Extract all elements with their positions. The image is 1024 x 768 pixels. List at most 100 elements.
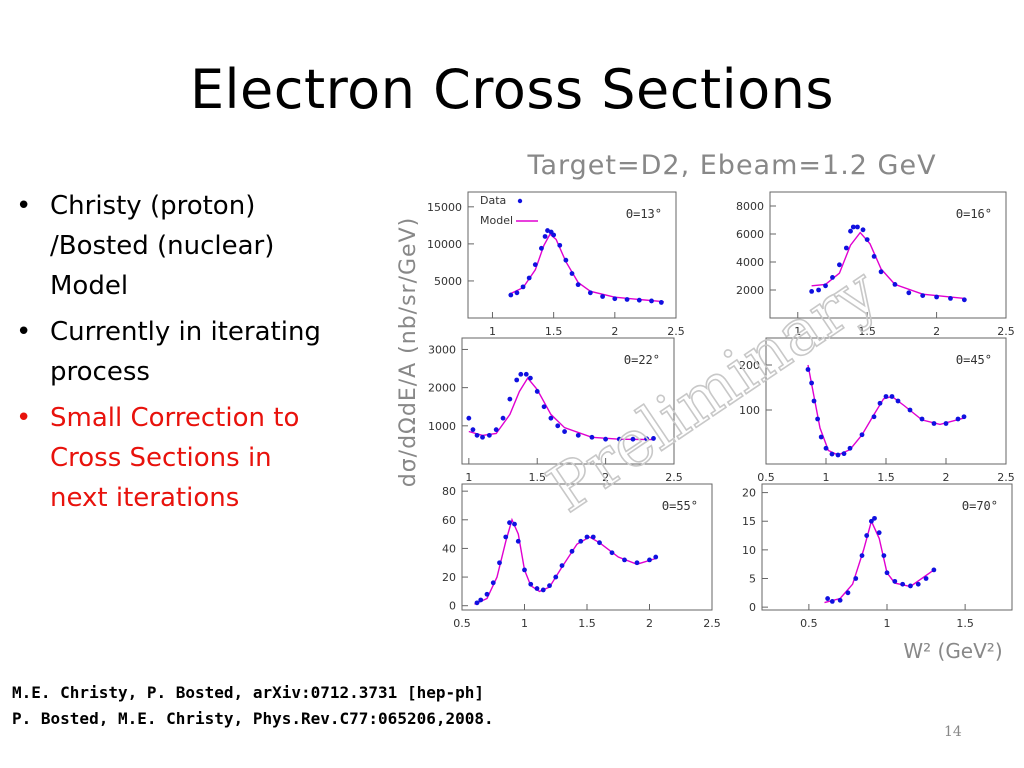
data-point bbox=[943, 421, 949, 426]
y-tick-label: 8000 bbox=[736, 200, 764, 213]
y-tick-label: 10000 bbox=[427, 238, 462, 251]
data-point bbox=[889, 394, 895, 399]
data-point bbox=[486, 432, 492, 438]
data-point bbox=[541, 404, 547, 410]
slide-title: Electron Cross Sections bbox=[189, 58, 835, 121]
data-point bbox=[555, 423, 561, 429]
data-point bbox=[906, 290, 912, 296]
chart-title: Target=D2, Ebeam=1.2 GeV bbox=[526, 150, 936, 181]
panel-angle-label: Θ=45° bbox=[956, 353, 992, 367]
data-point bbox=[859, 553, 865, 558]
data-point bbox=[587, 290, 593, 296]
preliminary-watermark: Preliminary bbox=[535, 254, 891, 528]
model-curve bbox=[468, 376, 654, 441]
x-tick-label: 2.5 bbox=[667, 325, 685, 338]
data-point bbox=[878, 269, 884, 275]
references: M.E. Christy, P. Bosted, arXiv:0712.3731… bbox=[12, 680, 494, 732]
data-point bbox=[545, 228, 550, 233]
data-point bbox=[600, 294, 605, 299]
y-tick-label: 15 bbox=[742, 515, 756, 528]
data-point bbox=[823, 445, 829, 451]
y-tick-label: 10 bbox=[742, 544, 756, 557]
x-tick-label: 0.5 bbox=[800, 617, 818, 630]
data-point bbox=[569, 271, 575, 276]
data-point bbox=[553, 574, 559, 580]
data-point bbox=[612, 296, 618, 302]
bullet-item: • Small Correction to Cross Sections in … bbox=[14, 398, 394, 518]
panel-angle-label: Θ=22° bbox=[624, 353, 660, 367]
legend-data-marker bbox=[517, 198, 523, 204]
data-point bbox=[892, 578, 898, 584]
y-tick-label: 2000 bbox=[736, 284, 764, 297]
data-point bbox=[474, 432, 480, 438]
data-point bbox=[823, 283, 828, 289]
data-point bbox=[805, 367, 811, 372]
data-point bbox=[636, 297, 642, 303]
data-point bbox=[527, 375, 533, 381]
data-point bbox=[830, 275, 835, 280]
data-point bbox=[811, 398, 817, 404]
x-tick-label: 2.5 bbox=[665, 471, 683, 484]
data-point bbox=[514, 290, 520, 296]
data-point bbox=[860, 227, 866, 233]
data-point bbox=[931, 421, 937, 426]
x-tick-label: 1.5 bbox=[545, 325, 563, 338]
data-point bbox=[868, 518, 874, 524]
x-tick-label: 1 bbox=[823, 471, 830, 484]
data-point bbox=[837, 597, 843, 603]
y-tick-label: 6000 bbox=[736, 228, 764, 241]
y-tick-label: 0 bbox=[749, 601, 756, 614]
data-point bbox=[503, 534, 509, 540]
data-point bbox=[589, 434, 595, 440]
bullet-line: Small Correction to bbox=[50, 403, 300, 433]
data-point bbox=[470, 427, 476, 433]
y-tick-label: 2000 bbox=[428, 382, 456, 395]
data-point bbox=[540, 587, 546, 593]
data-point bbox=[809, 289, 815, 294]
bullet-item: • Christy (proton) /Bosted (nuclear) Mod… bbox=[14, 186, 394, 306]
x-axis-label: W² (GeV²) bbox=[903, 639, 1002, 663]
data-point bbox=[515, 538, 521, 544]
data-point bbox=[892, 282, 898, 287]
data-point bbox=[522, 567, 527, 573]
data-point bbox=[825, 596, 831, 601]
bullet-item: • Currently in iterating process bbox=[14, 312, 394, 392]
data-point bbox=[855, 224, 860, 230]
data-point bbox=[493, 427, 499, 433]
y-tick-label: 0 bbox=[449, 600, 456, 613]
reference-line: P. Bosted, M.E. Christy, Phys.Rev.C77:06… bbox=[12, 709, 494, 728]
bullet-dot-icon: • bbox=[16, 191, 32, 221]
data-point bbox=[578, 538, 584, 544]
y-tick-label: 5000 bbox=[434, 275, 462, 288]
x-tick-label: 1.5 bbox=[578, 617, 596, 630]
data-point bbox=[634, 560, 640, 566]
x-tick-label: 1 bbox=[489, 325, 496, 338]
y-tick-label: 5 bbox=[749, 573, 756, 586]
x-tick-label: 2 bbox=[646, 617, 653, 630]
panel-angle-label: Θ=13° bbox=[626, 207, 662, 221]
data-point bbox=[597, 540, 602, 546]
bullet-line: Cross Sections in bbox=[50, 443, 272, 473]
data-point bbox=[507, 396, 513, 402]
data-point bbox=[514, 377, 520, 383]
data-point bbox=[853, 576, 859, 581]
page-number: 14 bbox=[944, 724, 962, 740]
data-point bbox=[520, 284, 526, 290]
data-point bbox=[907, 407, 913, 413]
data-point bbox=[915, 581, 921, 587]
x-tick-label: 2.5 bbox=[997, 471, 1015, 484]
data-point bbox=[829, 451, 835, 457]
data-point bbox=[871, 414, 877, 420]
data-point bbox=[624, 297, 630, 302]
y-tick-label: 60 bbox=[442, 514, 456, 527]
x-tick-label: 2 bbox=[602, 471, 609, 484]
panel-frame bbox=[769, 191, 1007, 319]
data-point bbox=[478, 597, 484, 603]
data-point bbox=[843, 245, 849, 251]
data-point bbox=[955, 416, 961, 422]
data-point bbox=[480, 434, 485, 440]
data-point bbox=[507, 520, 512, 526]
data-point bbox=[466, 415, 472, 421]
